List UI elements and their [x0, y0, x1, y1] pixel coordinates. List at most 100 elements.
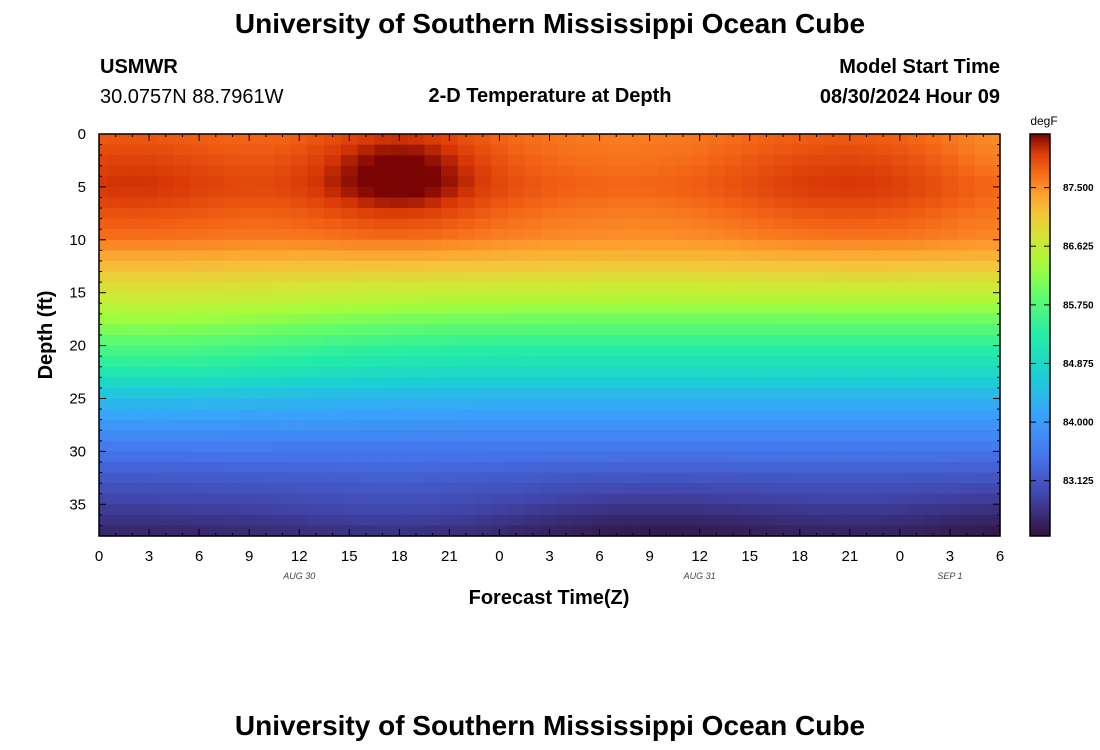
colorbar-tick-label: 84.000	[1063, 418, 1094, 429]
heatmap-cell	[424, 324, 442, 336]
heatmap-cell	[774, 197, 793, 209]
heatmap-cell	[257, 483, 275, 495]
heatmap-cell	[724, 292, 742, 304]
heatmap-cell	[274, 493, 292, 505]
heatmap-cell	[407, 430, 425, 442]
heatmap-cell	[691, 419, 709, 431]
heatmap-cell	[774, 292, 793, 304]
heatmap-cell	[207, 239, 225, 251]
heatmap-cell	[774, 387, 793, 400]
heatmap-cell	[774, 504, 793, 516]
heatmap-cell	[190, 461, 209, 474]
heatmap-cell	[591, 303, 609, 315]
heatmap-cell	[724, 451, 742, 463]
heatmap-cell	[624, 451, 642, 463]
heatmap-cell	[524, 525, 542, 537]
heatmap-cell	[574, 440, 592, 452]
heatmap-cell	[357, 271, 375, 283]
heatmap-cell	[691, 398, 709, 410]
heatmap-cell	[107, 335, 125, 347]
heatmap-cell	[107, 440, 125, 452]
heatmap-cell	[374, 472, 392, 484]
heatmap-cell	[507, 472, 526, 484]
heatmap-cell	[340, 493, 359, 505]
heatmap-cell	[674, 504, 692, 516]
heatmap-cell	[374, 197, 392, 209]
heatmap-cell	[808, 229, 826, 241]
heatmap-cell	[924, 493, 943, 505]
heatmap-cell	[724, 345, 742, 357]
heatmap-cell	[791, 239, 809, 251]
heatmap-cell	[124, 250, 142, 262]
heatmap-cell	[207, 504, 225, 516]
heatmap-cell	[357, 440, 375, 452]
heatmap-cell	[591, 313, 609, 326]
heatmap-cell	[424, 440, 442, 452]
heatmap-cell	[407, 525, 425, 537]
heatmap-cell	[774, 409, 793, 421]
heatmap-cell	[424, 229, 442, 241]
heatmap-cell	[758, 472, 776, 484]
heatmap-cell	[924, 197, 943, 209]
heatmap-cell	[257, 218, 275, 230]
heatmap-cell	[274, 260, 292, 273]
heatmap-cell	[958, 134, 976, 146]
heatmap-cell	[841, 366, 859, 378]
heatmap-cell	[541, 239, 559, 251]
heatmap-cell	[841, 144, 859, 156]
heatmap-cell	[674, 366, 692, 378]
heatmap-cell	[824, 377, 843, 389]
heatmap-cell	[924, 282, 943, 294]
heatmap-cell	[958, 144, 976, 156]
heatmap-cell	[107, 324, 125, 336]
heatmap-cell	[774, 483, 793, 495]
heatmap-cell	[340, 239, 359, 251]
heatmap-cell	[374, 451, 392, 463]
heatmap-cell	[607, 493, 626, 505]
heatmap-cell	[340, 313, 359, 326]
heatmap-cell	[791, 345, 809, 357]
heatmap-cell	[591, 419, 609, 431]
heatmap-cell	[474, 472, 492, 484]
heatmap-cell	[424, 377, 442, 389]
heatmap-cell	[474, 345, 492, 357]
heatmap-cell	[541, 451, 559, 463]
heatmap-cell	[908, 197, 926, 209]
heatmap-cell	[624, 250, 642, 262]
heatmap-cell	[741, 451, 759, 463]
heatmap-cell	[457, 186, 476, 199]
y-tick-label: 5	[78, 179, 86, 196]
heatmap-cell	[991, 282, 1001, 294]
heatmap-cell	[157, 218, 175, 230]
heatmap-cell	[641, 409, 659, 421]
heatmap-cell	[958, 409, 976, 421]
heatmap-cell	[791, 409, 809, 421]
heatmap-cell	[958, 514, 976, 527]
heatmap-cell	[274, 335, 292, 347]
heatmap-cell	[124, 313, 142, 326]
heatmap-cell	[741, 483, 759, 495]
heatmap-cell	[491, 186, 509, 199]
heatmap-cell	[457, 366, 476, 378]
heatmap-cell	[858, 324, 876, 336]
heatmap-cell	[874, 377, 893, 389]
heatmap-cell	[374, 345, 392, 357]
axis-ticks	[98, 133, 1001, 537]
heatmap-cell	[758, 430, 776, 442]
heatmap-cell	[441, 514, 459, 527]
heatmap-cell	[741, 356, 759, 368]
heatmap-cell	[958, 271, 976, 283]
heatmap-cell	[307, 514, 325, 527]
heatmap-cell	[824, 292, 843, 304]
heatmap-cell	[257, 250, 275, 262]
heatmap-cell	[374, 176, 392, 188]
heatmap-cell	[357, 377, 375, 389]
heatmap-cell	[524, 493, 542, 505]
heatmap-cell	[924, 514, 943, 527]
heatmap-cell	[908, 398, 926, 410]
x-tick-label: 15	[341, 548, 358, 565]
heatmap-cell	[808, 218, 826, 230]
heatmap-cell	[824, 324, 843, 336]
heatmap-cell	[407, 324, 425, 336]
heatmap-cell	[240, 218, 259, 230]
